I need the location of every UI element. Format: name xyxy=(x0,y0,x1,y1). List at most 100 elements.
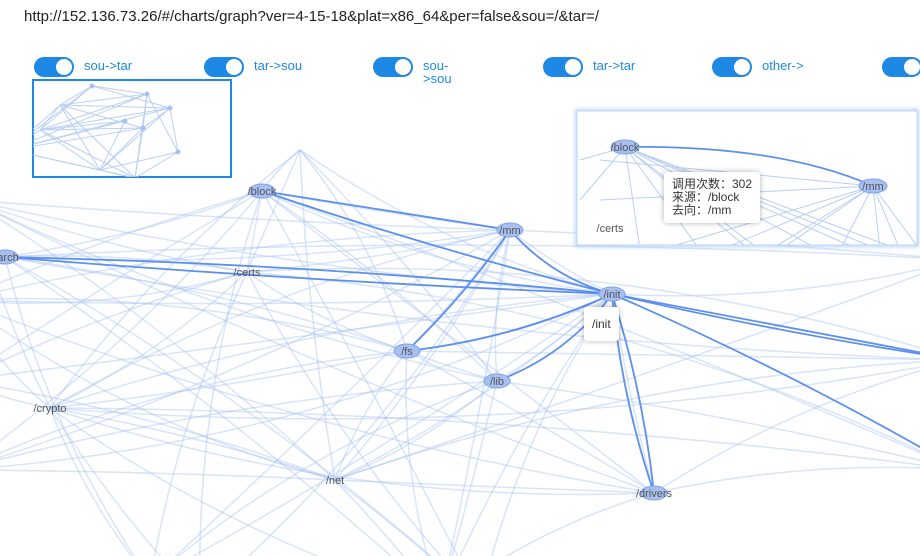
minimap-node xyxy=(140,125,146,131)
edge xyxy=(334,380,498,481)
edge xyxy=(334,479,655,494)
edge xyxy=(0,209,248,273)
toggle-label: tar->sou xyxy=(254,58,303,73)
edge xyxy=(0,229,511,292)
node[interactable] xyxy=(393,343,421,359)
minimap-edge xyxy=(33,129,41,136)
edge xyxy=(0,214,655,494)
edge xyxy=(0,350,408,454)
minimap-edge xyxy=(146,93,179,153)
node[interactable] xyxy=(598,286,626,302)
zoom-edge xyxy=(786,185,874,245)
minimap-edge xyxy=(39,120,126,131)
edge-strong xyxy=(611,293,920,449)
minimap-node xyxy=(89,83,95,89)
edge xyxy=(334,293,613,481)
edge xyxy=(49,407,336,481)
edge xyxy=(406,350,920,361)
edge xyxy=(0,249,6,258)
node-label: /net xyxy=(326,475,344,487)
edge-strong xyxy=(406,293,613,352)
node-label: /lib xyxy=(490,376,504,388)
zoom-edge xyxy=(674,185,874,245)
edge xyxy=(0,469,336,481)
edge xyxy=(0,314,655,494)
edge xyxy=(0,201,511,231)
zoom-node-label: /block xyxy=(611,142,640,154)
edge xyxy=(406,350,498,382)
edge xyxy=(299,149,336,481)
edge xyxy=(0,293,613,376)
edge xyxy=(494,229,511,382)
minimap-edge xyxy=(39,129,135,177)
edge xyxy=(153,271,248,556)
edge xyxy=(0,218,336,481)
edge xyxy=(174,229,511,556)
minimap-edge xyxy=(33,93,148,142)
edge xyxy=(49,271,248,409)
minimap-edge xyxy=(91,85,171,109)
tooltip-line: 去向：/mm xyxy=(672,203,732,217)
zoom-edge xyxy=(872,185,917,245)
edge xyxy=(246,190,263,273)
edge-strong xyxy=(4,256,613,295)
minimap-edge xyxy=(39,127,144,131)
edge xyxy=(192,293,613,556)
edge xyxy=(49,149,301,409)
edge xyxy=(496,293,613,382)
toggle-switch[interactable] xyxy=(543,57,583,77)
edge xyxy=(261,190,613,295)
toggle-switch[interactable] xyxy=(204,57,244,77)
zoom-edge xyxy=(777,185,874,245)
toggle-switch[interactable] xyxy=(882,57,920,77)
minimap-edge xyxy=(59,93,148,106)
edge xyxy=(0,293,613,468)
edge xyxy=(4,256,920,360)
toggle-switch[interactable] xyxy=(373,57,413,77)
node[interactable] xyxy=(248,183,276,199)
node[interactable] xyxy=(483,373,511,389)
edge xyxy=(0,327,336,481)
toggle-switch[interactable] xyxy=(34,57,74,77)
edge xyxy=(299,149,498,382)
minimap-edge xyxy=(33,85,93,133)
edge xyxy=(0,271,248,304)
edge xyxy=(246,271,408,352)
zoom-node[interactable] xyxy=(858,178,888,194)
toggle-switch[interactable] xyxy=(712,57,752,77)
edge xyxy=(49,407,133,556)
toggle-label: tar->tar xyxy=(593,58,636,73)
zoom-edge xyxy=(842,185,874,245)
minimap-edge xyxy=(99,120,126,171)
zoom-edge xyxy=(624,146,697,245)
minimap-edge xyxy=(99,127,144,171)
edge xyxy=(261,190,459,556)
minimap-edge xyxy=(135,151,179,177)
minimap-node xyxy=(175,149,181,155)
edge xyxy=(0,394,51,409)
edge xyxy=(451,380,498,556)
edge xyxy=(334,479,405,556)
edge xyxy=(0,229,511,458)
edge xyxy=(4,256,135,556)
url-text: http://152.136.73.26/#/charts/graph?ver=… xyxy=(24,8,599,25)
node[interactable] xyxy=(640,485,668,501)
node-label: /certs xyxy=(234,267,261,279)
edge xyxy=(406,350,655,494)
tooltip-line: 来源：/block xyxy=(672,190,740,204)
node[interactable] xyxy=(496,222,524,238)
node-label: /init xyxy=(603,289,620,301)
zoom-node[interactable] xyxy=(610,139,640,155)
edge xyxy=(653,370,920,494)
edge xyxy=(509,229,613,295)
edge xyxy=(496,380,920,462)
edge xyxy=(405,350,428,556)
toggle-label: other-> xyxy=(762,58,804,73)
edge xyxy=(334,479,431,556)
node[interactable] xyxy=(0,249,19,265)
edge xyxy=(246,267,920,349)
edge xyxy=(334,273,920,481)
edge xyxy=(49,229,511,409)
edge xyxy=(4,190,263,258)
